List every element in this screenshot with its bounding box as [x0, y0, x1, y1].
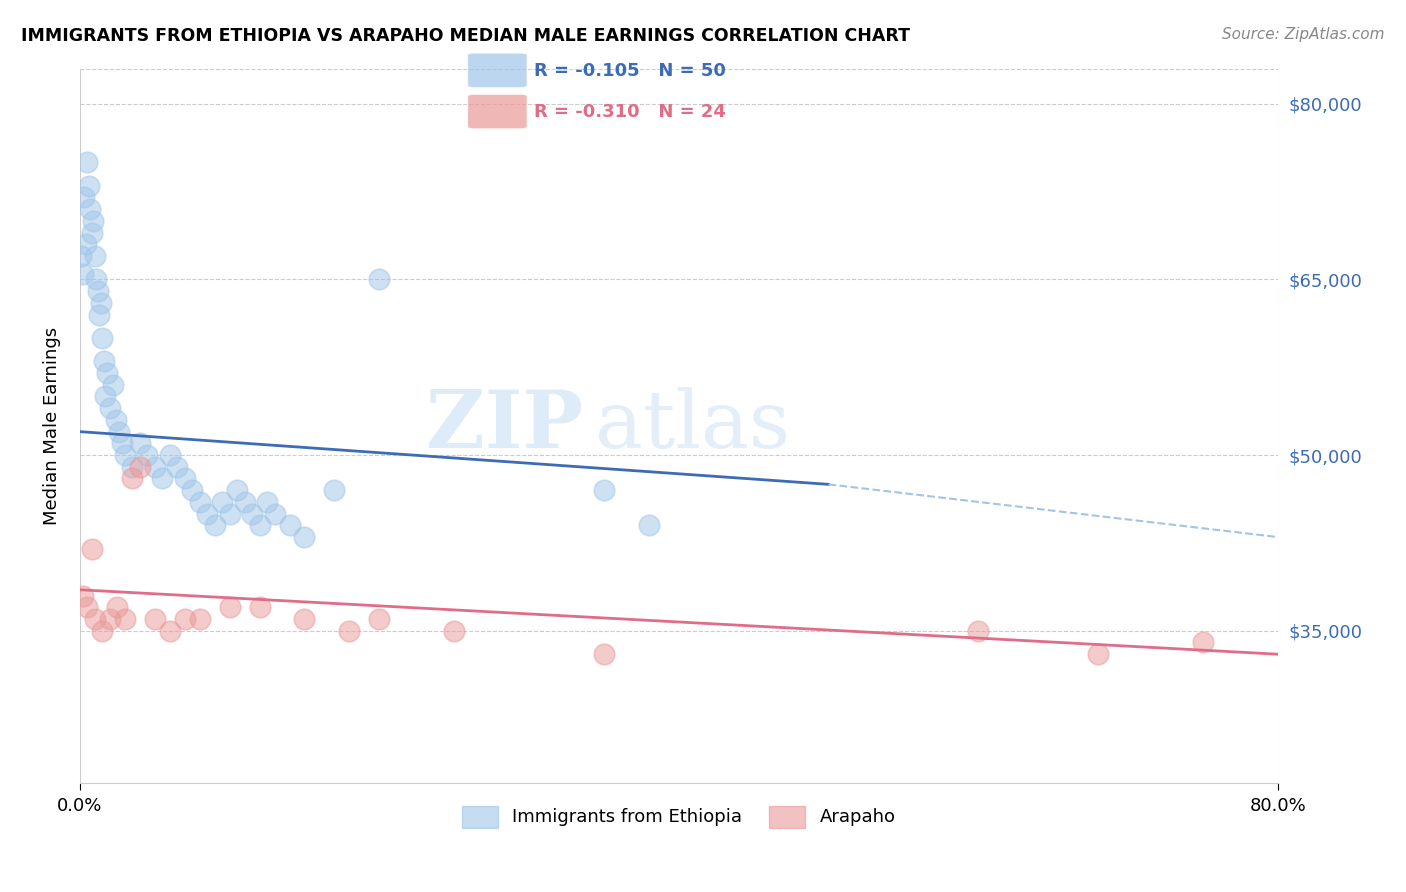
Point [294, 530, 316, 544]
Point [368, 272, 391, 286]
Point [294, 612, 316, 626]
Text: ZIP: ZIP [426, 387, 583, 465]
Point [240, 507, 263, 521]
Point [89, 308, 111, 322]
Point [1192, 635, 1215, 649]
Point [79, 202, 101, 216]
Point [96, 366, 118, 380]
Text: IMMIGRANTS FROM ETHIOPIA VS ARAPAHO MEDIAN MALE EARNINGS CORRELATION CHART: IMMIGRANTS FROM ETHIOPIA VS ARAPAHO MEDI… [21, 27, 910, 45]
Point [77, 178, 100, 193]
Point [91, 624, 114, 638]
Point [70, 249, 93, 263]
Y-axis label: Median Male Earnings: Median Male Earnings [44, 326, 60, 524]
Point [159, 624, 181, 638]
Point [323, 483, 346, 498]
Point [73, 190, 96, 204]
Point [105, 600, 128, 615]
Point [72, 267, 94, 281]
Point [93, 354, 115, 368]
Point [75, 237, 97, 252]
Point [218, 507, 240, 521]
Point [443, 624, 465, 638]
Point [87, 284, 110, 298]
Legend: Immigrants from Ethiopia, Arapaho: Immigrants from Ethiopia, Arapaho [454, 798, 903, 835]
Text: R = -0.310   N = 24: R = -0.310 N = 24 [534, 103, 725, 121]
FancyBboxPatch shape [467, 95, 527, 129]
Point [76, 600, 98, 615]
Point [339, 624, 361, 638]
Point [195, 507, 218, 521]
Point [90, 295, 112, 310]
Point [368, 612, 391, 626]
Point [98, 612, 121, 626]
Point [188, 495, 211, 509]
Point [98, 401, 121, 416]
Point [114, 612, 136, 626]
Point [263, 507, 285, 521]
Point [136, 448, 159, 462]
Point [278, 518, 301, 533]
Point [188, 612, 211, 626]
Point [638, 518, 661, 533]
Text: Source: ZipAtlas.com: Source: ZipAtlas.com [1222, 27, 1385, 42]
Text: atlas: atlas [595, 387, 790, 465]
Point [83, 612, 105, 626]
Point [94, 390, 117, 404]
Point [101, 377, 124, 392]
Point [111, 436, 134, 450]
Point [249, 518, 271, 533]
Point [173, 471, 195, 485]
Point [82, 214, 104, 228]
Point [143, 612, 166, 626]
Point [91, 331, 114, 345]
Point [86, 272, 108, 286]
Point [143, 459, 166, 474]
Point [211, 495, 233, 509]
Point [121, 471, 143, 485]
Point [83, 249, 105, 263]
Point [150, 471, 173, 485]
Point [226, 483, 249, 498]
Point [128, 459, 150, 474]
Point [121, 459, 143, 474]
Point [1087, 647, 1109, 661]
Point [80, 226, 103, 240]
Point [967, 624, 990, 638]
Point [166, 459, 188, 474]
Point [114, 448, 136, 462]
Point [249, 600, 271, 615]
Point [76, 155, 98, 169]
Point [204, 518, 226, 533]
Point [218, 600, 240, 615]
Point [233, 495, 256, 509]
Point [80, 541, 103, 556]
Point [256, 495, 278, 509]
Point [181, 483, 204, 498]
FancyBboxPatch shape [467, 53, 527, 87]
Text: R = -0.105   N = 50: R = -0.105 N = 50 [534, 62, 725, 79]
Point [104, 413, 127, 427]
Point [128, 436, 150, 450]
Point [159, 448, 181, 462]
Point [72, 589, 94, 603]
Point [173, 612, 195, 626]
Point [107, 425, 129, 439]
Point [593, 647, 616, 661]
Point [593, 483, 616, 498]
